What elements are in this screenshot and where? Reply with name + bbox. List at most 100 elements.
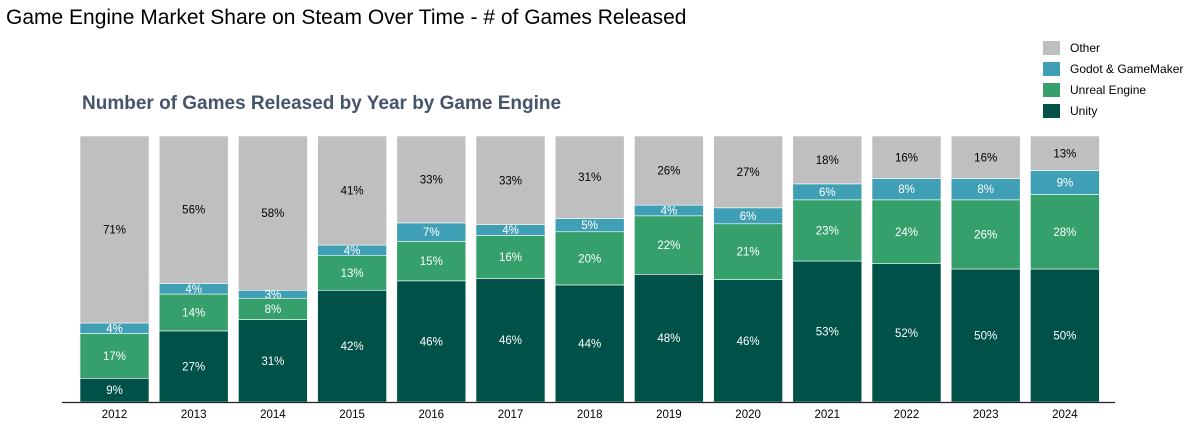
data-label: 24%	[895, 227, 918, 239]
legend-item: Other	[1043, 37, 1183, 58]
data-label: 13%	[1053, 148, 1076, 160]
data-label: 46%	[737, 336, 760, 348]
data-label: 21%	[737, 247, 760, 259]
bar-segment-other-2013	[158, 135, 229, 284]
bar-segment-other-2012	[79, 135, 150, 324]
data-label: 6%	[740, 211, 757, 223]
data-label: 13%	[341, 268, 364, 280]
bar-segment-unreal-engine-2016	[396, 241, 467, 282]
data-label: 22%	[657, 240, 680, 252]
data-label: 16%	[895, 152, 918, 164]
data-label: 52%	[895, 328, 918, 340]
page-title: Game Engine Market Share on Steam Over T…	[6, 6, 687, 29]
legend-label: Other	[1070, 40, 1101, 55]
bar-segment-unreal-engine-2021	[792, 199, 863, 262]
legend-item: Unity	[1043, 100, 1183, 121]
bar-segment-other-2020	[713, 135, 783, 209]
data-label: 17%	[103, 351, 126, 363]
legend-swatch	[1043, 40, 1060, 55]
chart-title: Number of Games Released by Year by Game…	[82, 93, 562, 114]
bar-segment-unity-2019	[634, 274, 704, 403]
data-label: 4%	[185, 284, 202, 296]
bar-segment-unity-2016	[396, 280, 467, 403]
bar-segment-unreal-engine-2023	[950, 199, 1021, 270]
bar-segment-unreal-engine-2018	[554, 231, 625, 286]
legend: Other Godot & GameMaker Unreal Engine Unity	[1043, 37, 1183, 121]
data-label: 18%	[816, 155, 839, 167]
data-label: 41%	[341, 186, 364, 198]
bar-segment-other-2024	[1030, 135, 1100, 171]
data-label: 4%	[106, 323, 123, 335]
x-tick-label: 2019	[656, 409, 682, 421]
data-label: 26%	[974, 229, 997, 241]
data-label: 46%	[499, 335, 522, 347]
bar-segment-other-2023	[950, 135, 1021, 179]
data-label: 26%	[657, 166, 680, 178]
data-label: 23%	[816, 225, 839, 237]
data-label: 15%	[420, 256, 443, 268]
x-tick-label: 2012	[102, 409, 128, 421]
x-tick-label: 2016	[419, 409, 445, 421]
data-label: 31%	[261, 356, 284, 368]
bar-segment-other-2018	[554, 135, 625, 219]
bar-segment-unity-2023	[950, 268, 1021, 403]
data-label: 4%	[502, 225, 519, 237]
data-label: 16%	[974, 152, 997, 164]
data-label: 8%	[265, 304, 282, 316]
x-tick-label: 2022	[894, 409, 920, 421]
x-tick-label: 2023	[973, 409, 999, 421]
bar-segment-other-2022	[871, 135, 942, 179]
data-label: 53%	[816, 327, 839, 339]
bar-segment-other-2019	[634, 135, 704, 206]
x-tick-label: 2024	[1052, 409, 1078, 421]
data-label: 50%	[974, 331, 997, 343]
bar-segment-unreal-engine-2024	[1030, 194, 1100, 270]
data-label: 33%	[499, 175, 522, 187]
x-tick-label: 2015	[339, 409, 365, 421]
x-tick-label: 2013	[181, 409, 207, 421]
legend-label: Unity	[1070, 103, 1098, 118]
bar-segment-unity-2024	[1030, 268, 1100, 403]
data-label: 3%	[265, 289, 282, 301]
data-label: 31%	[578, 172, 601, 184]
bar-segment-other-2016	[396, 135, 467, 224]
data-label: 9%	[1057, 178, 1074, 190]
bar-segment-unreal-engine-2020	[713, 223, 783, 280]
data-label: 4%	[344, 245, 361, 257]
data-label: 28%	[1053, 227, 1076, 239]
legend-label: Unreal Engine	[1070, 82, 1147, 97]
legend-item: Unreal Engine	[1043, 79, 1183, 100]
data-label: 6%	[819, 187, 836, 199]
x-tick-label: 2020	[735, 409, 761, 421]
data-label: 16%	[499, 252, 522, 264]
data-label: 8%	[898, 184, 915, 196]
data-label: 50%	[1053, 331, 1076, 343]
data-label: 5%	[581, 220, 598, 232]
bar-segment-unity-2014	[238, 319, 308, 403]
data-label: 4%	[661, 205, 678, 217]
x-tick-label: 2014	[260, 409, 286, 421]
data-label: 33%	[420, 174, 443, 186]
data-label: 27%	[182, 361, 205, 373]
data-label: 14%	[182, 307, 205, 319]
bar-segment-unity-2015	[317, 289, 387, 403]
data-label: 27%	[737, 167, 760, 179]
legend-label: Godot & GameMaker	[1070, 61, 1184, 76]
x-tick-label: 2021	[815, 409, 841, 421]
bar-segment-unity-2017	[475, 278, 546, 403]
data-label: 71%	[103, 224, 126, 236]
data-label: 7%	[423, 227, 440, 239]
legend-item: Godot & GameMaker	[1043, 58, 1183, 79]
bar-segment-unreal-engine-2015	[317, 255, 387, 291]
data-label: 46%	[420, 336, 443, 348]
data-label: 48%	[657, 333, 680, 345]
data-label: 9%	[106, 385, 123, 397]
legend-swatch	[1043, 61, 1060, 76]
data-label: 58%	[261, 208, 284, 220]
legend-swatch	[1043, 103, 1060, 118]
bar-segment-unity-2013	[158, 330, 229, 403]
x-tick-label: 2017	[498, 409, 524, 421]
data-label: 8%	[977, 184, 994, 196]
